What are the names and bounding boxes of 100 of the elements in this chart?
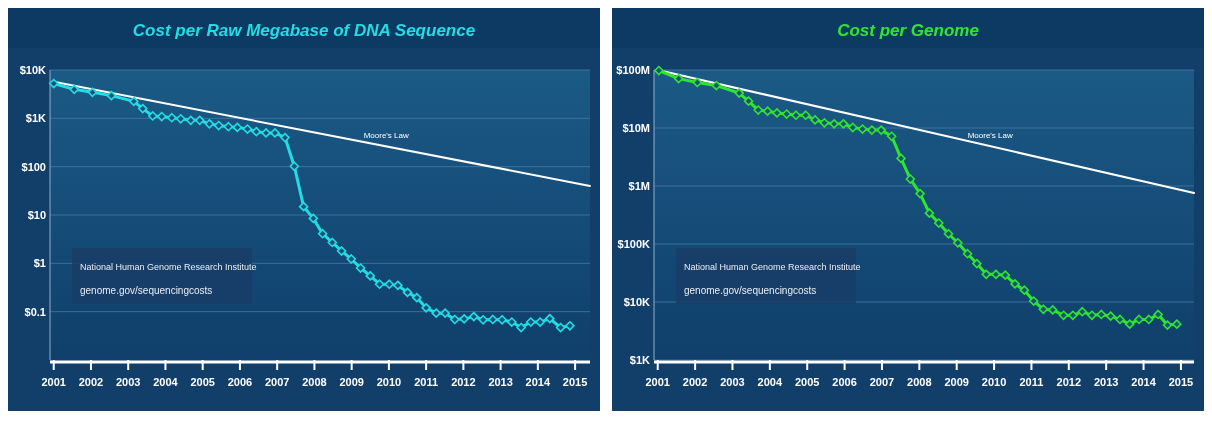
y-tick-label: $10M <box>622 122 650 134</box>
y-tick-label: $1M <box>628 180 650 192</box>
x-tick-label: 2014 <box>525 376 551 388</box>
annotation: National Human Genome Research Institute <box>684 262 861 272</box>
point <box>762 106 773 116</box>
point <box>867 125 877 135</box>
point <box>810 115 820 125</box>
point <box>953 237 963 248</box>
point <box>106 90 117 101</box>
point <box>838 119 849 129</box>
point <box>1077 306 1088 317</box>
point <box>194 115 205 126</box>
point <box>962 248 973 259</box>
point <box>1172 319 1182 329</box>
point <box>654 65 664 76</box>
point <box>459 314 469 324</box>
point <box>69 84 80 95</box>
x-tick-label: 2012 <box>1056 376 1082 388</box>
point <box>972 258 982 269</box>
point <box>1115 314 1125 325</box>
point <box>440 308 450 318</box>
x-tick-label: 2013 <box>488 376 513 388</box>
point <box>204 119 215 129</box>
point <box>516 322 526 333</box>
point <box>848 122 858 133</box>
annotation: genome.gov/sequencingcosts <box>684 285 817 296</box>
point <box>1153 309 1163 320</box>
point <box>800 110 811 121</box>
point <box>336 246 347 256</box>
series-label: Moore's Law <box>967 131 1013 141</box>
point <box>535 317 545 327</box>
point <box>488 314 498 325</box>
point <box>1038 304 1049 315</box>
point <box>261 128 271 138</box>
x-tick-label: 2001 <box>645 376 670 388</box>
x-tick-label: 2006 <box>832 376 857 388</box>
point <box>1124 319 1135 329</box>
point <box>1087 310 1097 321</box>
annotation: genome.gov/sequencingcosts <box>80 285 213 296</box>
point <box>298 201 309 212</box>
y-tick-label: $10 <box>27 209 46 221</box>
point <box>251 126 262 137</box>
point <box>327 237 338 248</box>
annotation: National Human Genome Research Institute <box>80 262 257 272</box>
point <box>365 271 376 281</box>
point <box>933 218 944 228</box>
point <box>1068 310 1078 321</box>
point <box>981 269 992 280</box>
point <box>1096 309 1107 320</box>
x-tick-label: 2002 <box>682 376 708 388</box>
x-tick-label: 2008 <box>302 376 327 388</box>
y-tick-label: $1K <box>25 112 47 125</box>
point <box>156 111 167 122</box>
point <box>166 112 177 123</box>
point <box>346 254 357 264</box>
x-tick-label: 2005 <box>190 376 215 388</box>
x-tick-label: 2009 <box>339 376 364 388</box>
point <box>497 314 507 325</box>
point <box>905 174 916 184</box>
x-tick-label: 2015 <box>1168 376 1194 388</box>
point <box>280 132 290 143</box>
point <box>1047 305 1058 315</box>
point <box>289 161 300 172</box>
series-label: Moore's Law <box>363 131 409 141</box>
point <box>175 113 186 124</box>
y-tick-label: $100K <box>617 238 651 250</box>
x-tick-label: 2010 <box>376 376 402 388</box>
point <box>819 117 830 128</box>
point <box>355 263 366 273</box>
point <box>232 122 243 133</box>
point <box>506 317 517 327</box>
point <box>308 213 319 224</box>
point <box>753 105 764 115</box>
x-tick-label: 2007 <box>869 376 895 388</box>
point <box>1162 320 1173 330</box>
point <box>1019 285 1030 295</box>
y-tick-label: $1K <box>629 354 651 366</box>
x-tick-label: 2003 <box>115 376 141 388</box>
point <box>1010 279 1020 289</box>
point <box>374 279 385 289</box>
point <box>242 124 253 134</box>
point <box>393 280 403 291</box>
point <box>1105 311 1116 321</box>
point <box>185 115 196 126</box>
point <box>734 88 744 98</box>
point <box>270 128 280 138</box>
point <box>555 322 566 333</box>
point <box>544 313 555 324</box>
x-tick-label: 2004 <box>153 376 179 388</box>
point <box>317 228 328 239</box>
point <box>412 292 422 303</box>
point <box>431 308 441 318</box>
x-tick-label: 2012 <box>451 376 476 388</box>
point <box>772 108 782 118</box>
point <box>384 279 395 289</box>
x-tick-label: 2010 <box>981 376 1007 388</box>
y-tick-label: $10K <box>19 64 47 76</box>
point <box>1000 270 1011 280</box>
x-tick-label: 2013 <box>1093 376 1119 388</box>
point <box>857 124 868 134</box>
